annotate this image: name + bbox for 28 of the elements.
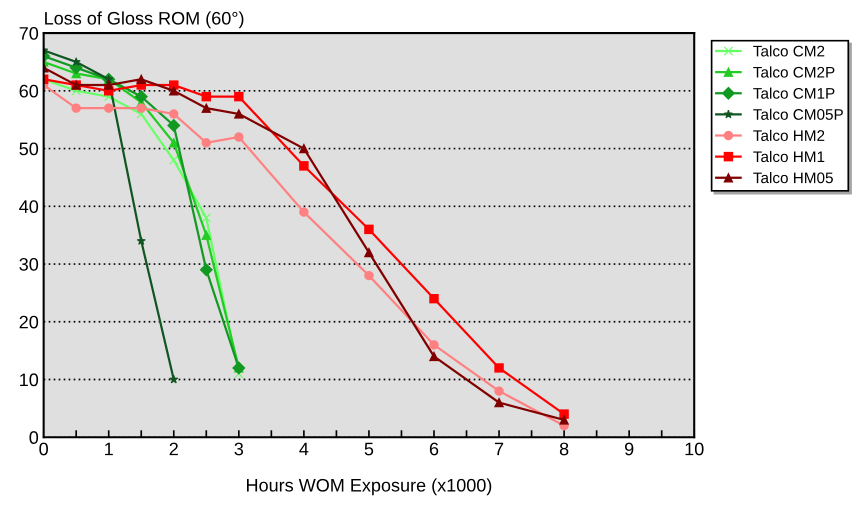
- y-tick-label: 20: [20, 316, 38, 328]
- x-tick-label: 2: [170, 442, 178, 456]
- x-tick-label: 8: [560, 442, 568, 456]
- legend-label: Talco CM2P: [753, 66, 834, 78]
- legend-label: Talco CM2: [753, 45, 824, 57]
- y-tick-label: 70: [20, 27, 38, 40]
- x-tick-label: 3: [234, 442, 244, 456]
- y-tick-label: 0: [29, 431, 38, 444]
- legend-label: Talco HM2: [753, 130, 824, 141]
- x-axis-title: Hours WOM Exposure (x1000): [247, 478, 492, 496]
- y-tick-label: 10: [20, 373, 38, 386]
- x-tick-label: 7: [494, 442, 504, 456]
- x-tick-label: 4: [299, 442, 308, 456]
- x-tick-label: 6: [430, 442, 438, 456]
- x-tick-label: 10: [686, 442, 704, 456]
- x-tick-label: 9: [624, 442, 634, 456]
- y-tick-label: 30: [19, 258, 38, 271]
- y-tick-label: 40: [19, 200, 38, 214]
- y-axis-title: Loss of Gloss ROM (60°): [45, 11, 244, 28]
- legend-label: Talco HM1: [753, 150, 824, 162]
- legend-label: Talco HM05: [753, 172, 833, 184]
- y-tick-label: 60: [20, 84, 38, 98]
- y-tick-label: 50: [19, 142, 38, 156]
- legend-label: Talco CM05P: [753, 108, 843, 120]
- legend-label: Talco CM1P: [753, 88, 834, 99]
- x-tick-label: 5: [364, 442, 374, 456]
- x-tick-label: 1: [105, 442, 113, 456]
- x-tick-label: 0: [39, 442, 48, 456]
